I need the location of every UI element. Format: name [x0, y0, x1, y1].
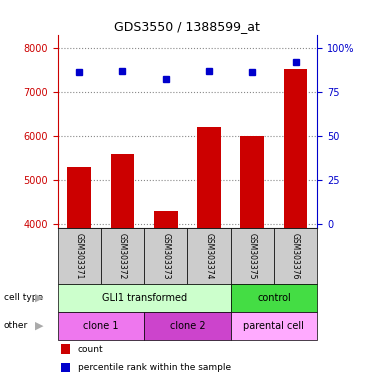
Text: GSM303373: GSM303373 — [161, 233, 170, 279]
Text: GSM303372: GSM303372 — [118, 233, 127, 279]
Bar — [111, 154, 134, 228]
Title: GDS3550 / 1388599_at: GDS3550 / 1388599_at — [114, 20, 260, 33]
Text: ▶: ▶ — [35, 293, 43, 303]
Text: parental cell: parental cell — [243, 321, 304, 331]
Text: clone 1: clone 1 — [83, 321, 119, 331]
Text: GSM303376: GSM303376 — [291, 233, 300, 279]
Text: count: count — [78, 345, 104, 354]
Bar — [284, 69, 308, 228]
Text: control: control — [257, 293, 291, 303]
Text: percentile rank within the sample: percentile rank within the sample — [78, 363, 231, 372]
Bar — [67, 167, 91, 228]
Text: GSM303374: GSM303374 — [204, 233, 213, 279]
Bar — [197, 127, 221, 228]
Text: cell type: cell type — [4, 293, 43, 302]
Text: clone 2: clone 2 — [170, 321, 205, 331]
Text: GSM303371: GSM303371 — [75, 233, 83, 279]
Text: ▶: ▶ — [35, 321, 43, 331]
Text: other: other — [4, 321, 28, 330]
Text: GLI1 transformed: GLI1 transformed — [102, 293, 187, 303]
Text: GSM303375: GSM303375 — [248, 233, 257, 279]
Bar — [154, 211, 178, 228]
Bar — [240, 136, 264, 228]
